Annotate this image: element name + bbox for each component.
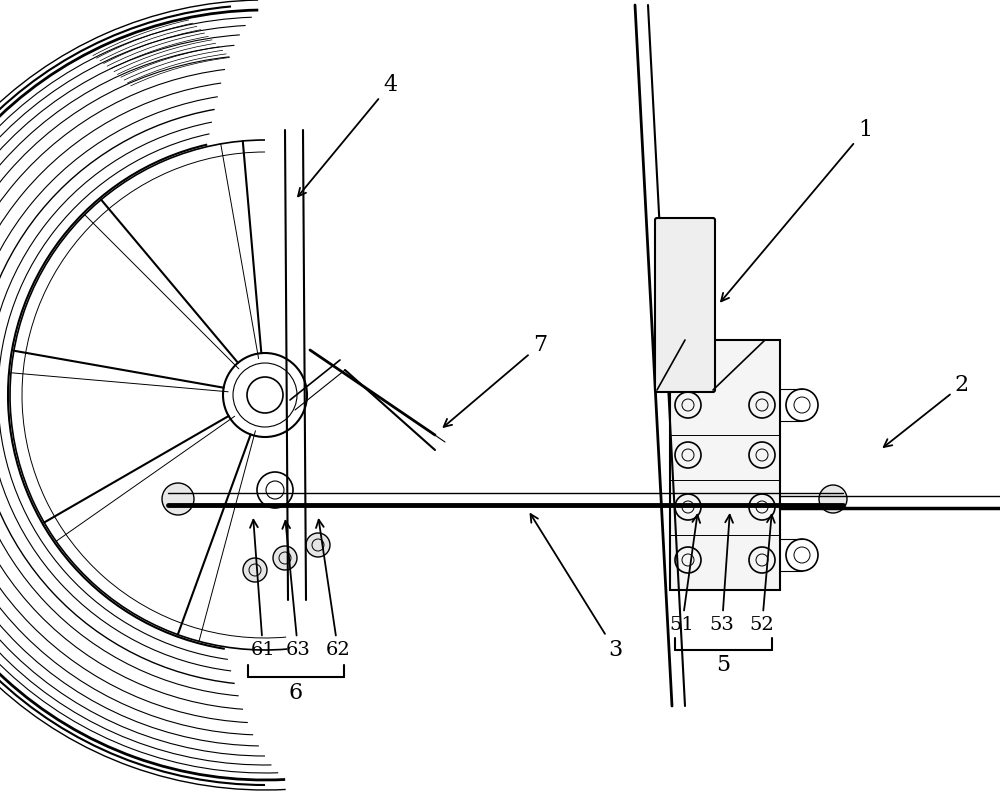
Text: 53: 53 bbox=[710, 515, 734, 634]
Circle shape bbox=[162, 483, 194, 515]
Circle shape bbox=[306, 533, 330, 557]
Text: 6: 6 bbox=[289, 682, 303, 704]
Text: 5: 5 bbox=[716, 654, 730, 676]
Circle shape bbox=[819, 485, 847, 513]
Text: 52: 52 bbox=[750, 515, 775, 634]
Bar bbox=[670, 340, 780, 590]
Text: 62: 62 bbox=[316, 520, 350, 659]
Text: 1: 1 bbox=[721, 119, 872, 301]
Circle shape bbox=[243, 558, 267, 582]
Circle shape bbox=[273, 546, 297, 570]
Text: 51: 51 bbox=[670, 515, 700, 634]
Text: 61: 61 bbox=[250, 520, 275, 659]
Text: 63: 63 bbox=[282, 520, 310, 659]
Text: 3: 3 bbox=[531, 514, 622, 661]
Text: 7: 7 bbox=[444, 334, 547, 427]
Text: 4: 4 bbox=[298, 74, 397, 196]
FancyBboxPatch shape bbox=[655, 218, 715, 392]
Text: 2: 2 bbox=[884, 374, 969, 447]
